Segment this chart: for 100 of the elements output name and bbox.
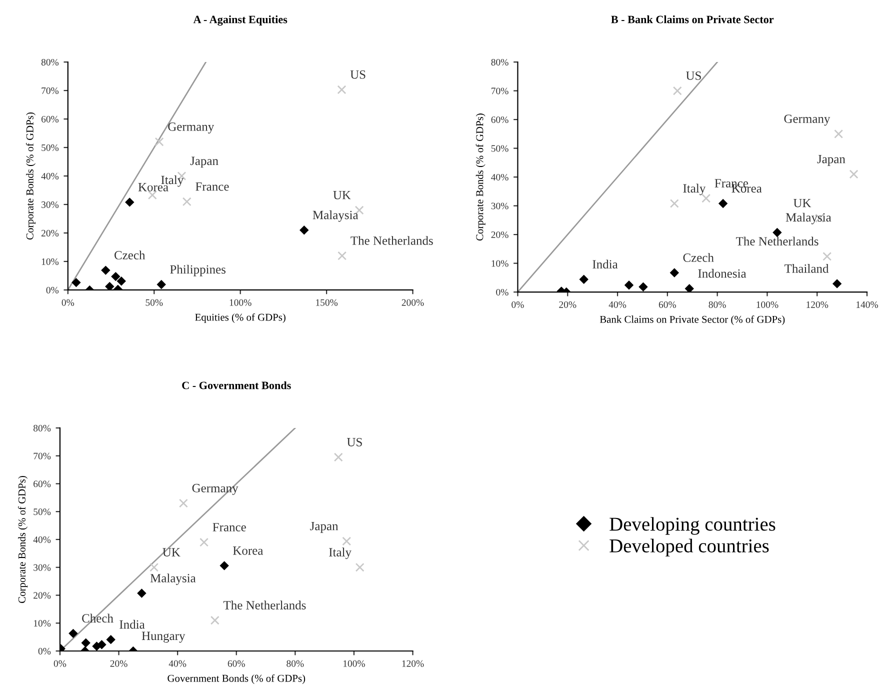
point — [355, 562, 364, 572]
point — [338, 251, 347, 260]
y-axis-title: Corporate Bonds (% of GDPs) — [18, 476, 28, 603]
y-tick-label: 20% — [41, 230, 59, 236]
x-tick-label: 60% — [658, 301, 676, 308]
annotation: Philippines — [170, 264, 226, 276]
y-tick-label: 80% — [41, 58, 59, 66]
x-tick-label: 0% — [62, 299, 74, 306]
x-tick-label: 200% — [402, 299, 424, 306]
annotation: UK — [793, 198, 812, 208]
y-tick-label: 10% — [42, 258, 59, 265]
chart-title: C - Government Bonds — [182, 381, 291, 390]
annotation: Thailand — [784, 264, 829, 273]
point — [68, 628, 78, 638]
annotation: Germany — [168, 122, 214, 134]
y-tick-label: 60% — [41, 116, 59, 123]
annotation: UK — [162, 548, 180, 556]
annotation: Japan — [310, 522, 338, 533]
annotation: US — [350, 70, 366, 79]
annotation: India — [592, 260, 618, 269]
annotation: Czech — [114, 250, 146, 260]
annotation: Malaysia — [312, 210, 358, 222]
x-tick-label: 140% — [856, 301, 878, 308]
y-tick-label: 20% — [34, 592, 51, 599]
annotation: UK — [333, 191, 351, 200]
point — [849, 170, 858, 179]
x-tick-label: 40% — [168, 660, 186, 667]
y-tick-label: 70% — [492, 88, 508, 94]
point — [638, 282, 648, 292]
chart-title: B - Bank Claims on Private Sector — [611, 15, 774, 24]
y-axis-title: Corporate Bonds (% of GDPs) — [476, 114, 486, 241]
annotation: Germany — [784, 114, 830, 126]
point — [718, 198, 728, 208]
y-tick-label: 40% — [41, 172, 59, 180]
y-tick-label: 0% — [38, 648, 51, 654]
x-tick-label: 20% — [559, 301, 576, 308]
y-tick-label: 0% — [496, 288, 508, 296]
annotation: Hungary — [142, 632, 186, 643]
y-tick-label: 40% — [491, 174, 508, 181]
annotation: India — [120, 620, 145, 629]
x-tick-label: 120% — [402, 660, 424, 667]
x-tick-label: 50% — [146, 299, 163, 306]
point — [300, 226, 309, 235]
x-tick-label: 100% — [230, 299, 252, 306]
point — [105, 282, 114, 290]
point — [670, 268, 680, 278]
point — [672, 86, 682, 96]
legend-label: Developed countries — [610, 538, 769, 556]
x-axis-title: Government Bonds (% of GDPs) — [168, 674, 306, 684]
point — [772, 228, 782, 238]
point — [670, 198, 679, 208]
annotation: Italy — [683, 184, 706, 196]
y-tick-label: 80% — [491, 58, 508, 66]
y-tick-label: 70% — [34, 452, 51, 460]
annotation: Japan — [190, 156, 218, 168]
annotation: France — [212, 523, 246, 532]
x-tick-label: 0% — [54, 660, 66, 667]
annotation: US — [686, 72, 701, 80]
point — [116, 276, 126, 286]
y-tick-label: 10% — [34, 620, 51, 627]
y-tick-label: 10% — [492, 260, 508, 267]
point — [200, 538, 209, 547]
annotation: Italy — [329, 548, 352, 560]
annotation: Malaysia — [150, 574, 196, 585]
annotation: Germany — [192, 484, 238, 495]
y-tick-label: 50% — [42, 144, 59, 152]
point — [210, 616, 220, 625]
y-tick-label: 60% — [491, 116, 508, 124]
point — [150, 562, 159, 572]
x-tick-label: 80% — [286, 660, 304, 667]
x-tick-label: 0% — [512, 301, 524, 308]
annotation: France — [196, 182, 229, 191]
y-tick-label: 50% — [34, 508, 51, 516]
annotation: Malaysia — [786, 212, 832, 224]
point — [178, 498, 188, 508]
point — [97, 640, 106, 650]
annotation: Japan — [817, 154, 846, 166]
x-tick-label: 120% — [806, 301, 828, 308]
x-tick-label: 100% — [343, 660, 365, 667]
annotation: The Netherlands — [223, 600, 306, 610]
point — [137, 588, 146, 598]
y-tick-label: 80% — [34, 424, 51, 432]
annotation: Czech — [683, 253, 714, 262]
x-axis-title: Bank Claims on Private Sector (% of GDPs) — [600, 315, 785, 325]
annotation: Chech — [82, 614, 114, 623]
y-axis-title: Corporate Bonds (% of GDPs) — [26, 112, 36, 240]
point — [101, 266, 110, 275]
point — [342, 536, 352, 546]
y-tick-label: 30% — [42, 201, 59, 208]
point — [125, 198, 134, 207]
y-tick-label: 70% — [42, 87, 59, 94]
x-tick-label: 40% — [608, 301, 626, 308]
annotation: Korea — [233, 546, 264, 555]
point — [334, 452, 343, 462]
point — [111, 272, 120, 282]
x-axis-title: Equities (% of GDPs) — [195, 313, 286, 323]
y-tick-label: 30% — [34, 564, 51, 571]
point — [684, 284, 694, 292]
point — [81, 638, 90, 648]
chart-title: A - Against Equities — [193, 15, 288, 26]
